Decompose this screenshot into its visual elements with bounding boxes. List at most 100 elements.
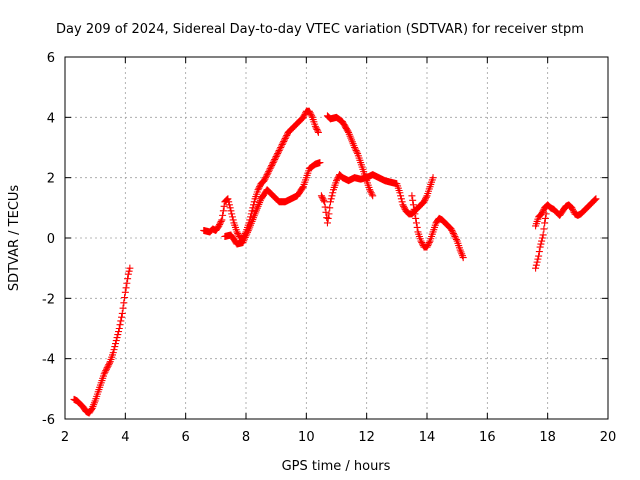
y-tick-label: -6 [42, 413, 55, 428]
data-point [421, 196, 429, 204]
data-point [321, 203, 329, 211]
data-point [397, 192, 405, 200]
data-point [219, 207, 227, 215]
data-point [351, 145, 359, 153]
data-point [323, 219, 331, 227]
data-point [318, 193, 326, 201]
data-point [125, 267, 133, 275]
data-point [413, 223, 421, 231]
data-point [103, 364, 111, 372]
data-point [398, 198, 406, 206]
data-point [422, 193, 430, 201]
data-point [314, 127, 322, 135]
data-point [314, 128, 322, 136]
data-point [305, 107, 313, 115]
data-point [396, 189, 404, 197]
data-point [533, 258, 541, 266]
data-point [452, 234, 460, 242]
data-point [102, 365, 110, 373]
data-point [590, 196, 598, 204]
data-point [228, 210, 236, 218]
data-point [452, 236, 460, 244]
data-point [220, 202, 228, 210]
data-point [277, 142, 285, 150]
data-point [537, 240, 545, 248]
data-point [451, 232, 459, 240]
x-tick-label: 8 [242, 430, 250, 445]
y-tick-label: 4 [47, 111, 55, 126]
data-point [239, 239, 247, 247]
data-point [277, 144, 285, 151]
data-point [87, 406, 95, 414]
data-point [280, 137, 288, 145]
data-point [536, 243, 544, 251]
data-point [535, 252, 543, 260]
data-point [270, 157, 278, 165]
data-point [449, 229, 457, 237]
data-point [274, 148, 282, 156]
data-point [111, 343, 119, 351]
data-point [276, 145, 284, 153]
x-tick-label: 12 [358, 430, 375, 445]
data-point [115, 328, 123, 336]
x-tick-label: 2 [61, 430, 69, 445]
data-point [320, 198, 328, 206]
data-point [329, 189, 337, 197]
data-point [311, 122, 319, 130]
data-point [255, 184, 263, 192]
data-point [250, 198, 258, 206]
data-point [271, 154, 279, 162]
x-tick-label: 4 [121, 430, 129, 445]
data-point [101, 368, 109, 376]
data-point [534, 255, 542, 263]
data-point [324, 214, 332, 222]
y-tick-label: -4 [42, 353, 55, 368]
data-point [299, 184, 307, 192]
data-point [417, 237, 425, 245]
data-point [400, 204, 408, 212]
data-point [117, 317, 125, 325]
data-point [425, 239, 433, 247]
data-point [112, 337, 120, 345]
data-point [217, 217, 225, 225]
x-axis-label: GPS time / hours [282, 459, 391, 474]
data-point [241, 233, 249, 241]
data-point [447, 225, 455, 233]
data-point [592, 195, 600, 203]
data-point [459, 254, 467, 262]
data-point [233, 228, 241, 236]
data-point [541, 214, 549, 222]
y-tick-label: 6 [47, 51, 55, 66]
x-tick-label: 14 [419, 430, 436, 445]
data-point [300, 112, 308, 120]
y-tick-label: 2 [47, 172, 55, 187]
chart-title: Day 209 of 2024, Sidereal Day-to-day VTE… [56, 22, 584, 37]
data-point [225, 201, 233, 209]
data-point [535, 248, 543, 256]
data-point [353, 148, 361, 156]
data-point [266, 165, 274, 173]
data-point [244, 228, 252, 236]
data-point [327, 195, 335, 203]
data-point [234, 229, 242, 237]
y-axis-label: SDTVAR / TECUs [7, 185, 22, 292]
data-point [279, 139, 287, 147]
data-point [538, 237, 546, 245]
data-point [424, 242, 432, 250]
data-point [280, 136, 288, 144]
data-point [538, 234, 546, 242]
data-point [219, 211, 227, 219]
data-point [532, 264, 540, 272]
data-point [104, 362, 112, 370]
data-point [333, 175, 341, 183]
data-point [244, 227, 252, 235]
data-point [105, 361, 113, 369]
data-point [272, 153, 280, 161]
x-tick-label: 16 [479, 430, 496, 445]
data-point [352, 147, 360, 155]
data-point [118, 313, 126, 321]
data-point [278, 140, 286, 148]
data-point [351, 144, 359, 151]
data-point [119, 304, 127, 312]
